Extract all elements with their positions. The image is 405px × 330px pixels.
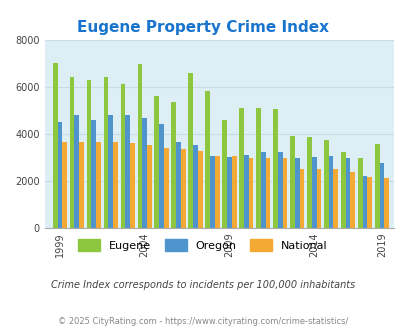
Bar — [362, 176, 367, 228]
Bar — [260, 152, 265, 228]
Bar — [294, 158, 299, 228]
Bar — [357, 158, 362, 228]
Bar — [53, 63, 58, 228]
Bar — [243, 155, 248, 228]
Bar — [197, 151, 202, 228]
Bar — [120, 84, 125, 228]
Bar — [282, 158, 287, 228]
Bar — [311, 157, 316, 228]
Bar — [62, 142, 67, 228]
Bar — [164, 148, 168, 228]
Text: Crime Index corresponds to incidents per 100,000 inhabitants: Crime Index corresponds to incidents per… — [51, 280, 354, 290]
Bar — [277, 152, 282, 228]
Bar — [350, 173, 354, 228]
Bar — [125, 115, 130, 228]
Bar — [323, 140, 328, 228]
Bar — [256, 108, 260, 228]
Bar — [103, 77, 108, 228]
Bar — [205, 91, 209, 228]
Bar — [209, 156, 214, 228]
Bar — [181, 149, 185, 228]
Bar — [273, 109, 277, 228]
Text: © 2025 CityRating.com - https://www.cityrating.com/crime-statistics/: © 2025 CityRating.com - https://www.city… — [58, 317, 347, 326]
Bar — [239, 108, 243, 228]
Bar — [147, 146, 151, 228]
Bar — [96, 142, 101, 228]
Bar — [231, 156, 236, 228]
Bar — [299, 169, 304, 228]
Bar — [159, 124, 164, 228]
Bar — [130, 143, 134, 228]
Bar — [79, 142, 84, 228]
Bar — [374, 144, 379, 228]
Bar — [290, 136, 294, 228]
Bar — [316, 169, 320, 228]
Legend: Eugene, Oregon, National: Eugene, Oregon, National — [73, 235, 332, 255]
Bar — [87, 80, 91, 228]
Text: Eugene Property Crime Index: Eugene Property Crime Index — [77, 20, 328, 35]
Bar — [345, 158, 350, 228]
Bar — [176, 142, 181, 228]
Bar — [367, 177, 371, 228]
Bar — [137, 64, 142, 228]
Bar — [70, 77, 74, 228]
Bar — [188, 73, 193, 228]
Bar — [74, 115, 79, 228]
Bar — [142, 118, 147, 228]
Bar — [379, 163, 384, 228]
Bar — [226, 157, 231, 228]
Bar — [171, 102, 176, 228]
Bar — [248, 158, 253, 228]
Bar — [113, 142, 117, 228]
Bar — [214, 156, 219, 228]
Bar — [91, 119, 96, 228]
Bar — [340, 152, 345, 228]
Bar — [58, 122, 62, 228]
Bar — [222, 119, 226, 228]
Bar — [154, 96, 159, 228]
Bar — [265, 158, 270, 228]
Bar — [384, 178, 388, 228]
Bar — [108, 115, 113, 228]
Bar — [333, 169, 337, 228]
Bar — [328, 156, 333, 228]
Bar — [193, 146, 197, 228]
Bar — [306, 137, 311, 228]
